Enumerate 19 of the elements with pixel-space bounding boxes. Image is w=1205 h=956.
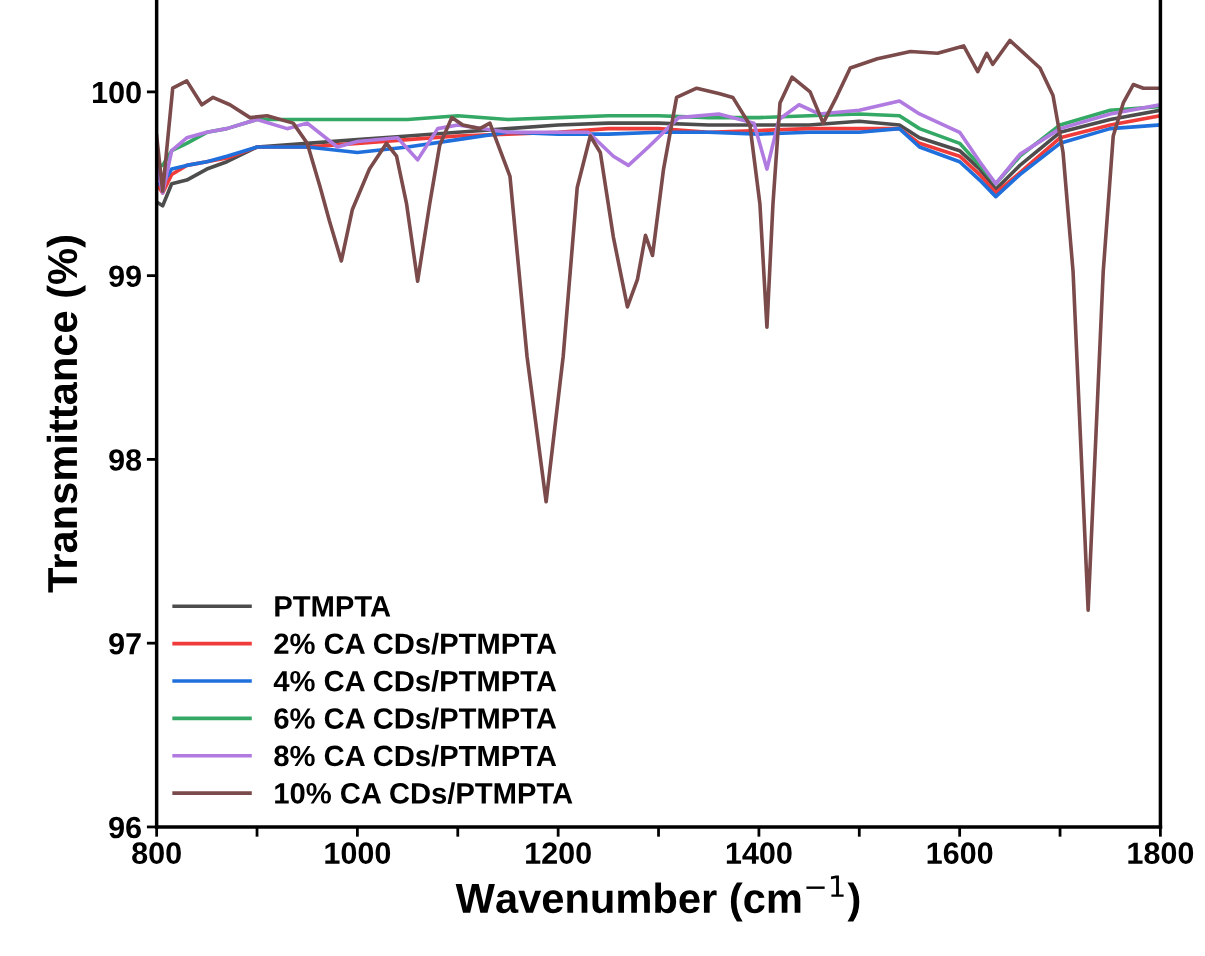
legend-label: 6% CA CDs/PTMPTA [274,707,557,730]
x-tick-label: 800 [132,842,181,864]
y-tick-label: 98 [109,449,142,471]
x-tick-label: 1400 [726,842,792,864]
y-tick-label: 100 [93,81,141,104]
legend-label: 10% CA CDs/PTMPTA [275,782,573,804]
x-tick-label: 1200 [526,842,591,864]
y-tick-label: 97 [109,632,141,655]
legend-label: 2% CA CDs/PTMPTA [274,632,557,655]
y-tick-label: 96 [109,816,141,839]
y-tick-label: 99 [109,265,141,288]
x-axis-title: Wavenumber (cm$^{−1}$) [455,875,860,922]
legend-label: 4% CA CDs/PTMPTA [273,670,557,692]
x-tick-label: 1600 [927,842,993,864]
legend-label: PTMPTA [275,596,391,617]
x-tick-label: 1800 [1128,842,1194,864]
y-axis-title: Transmittance (%) [46,236,86,593]
legend-label: 8% CA CDs/PTMPTA [274,744,557,767]
x-tick-label: 1000 [325,842,391,864]
